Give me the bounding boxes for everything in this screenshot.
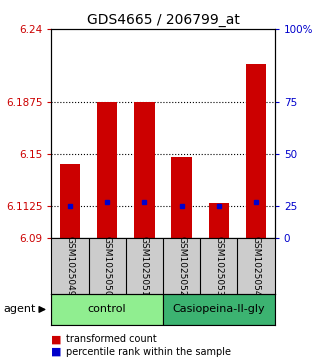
Text: GSM1025049: GSM1025049: [66, 236, 74, 296]
Text: ■: ■: [51, 334, 62, 344]
Bar: [171, 157, 192, 238]
Text: percentile rank within the sample: percentile rank within the sample: [66, 347, 231, 357]
Text: GSM1025052: GSM1025052: [177, 236, 186, 296]
Bar: [60, 164, 80, 238]
Bar: [163, 294, 275, 325]
Bar: [246, 64, 266, 238]
Bar: [134, 102, 155, 238]
Bar: [51, 294, 163, 325]
Text: transformed count: transformed count: [66, 334, 157, 344]
Text: ■: ■: [51, 347, 62, 357]
Text: GSM1025053: GSM1025053: [214, 236, 223, 296]
Text: GSM1025054: GSM1025054: [252, 236, 260, 296]
Text: GSM1025051: GSM1025051: [140, 236, 149, 296]
Text: control: control: [88, 305, 126, 314]
Text: GSM1025050: GSM1025050: [103, 236, 112, 296]
Title: GDS4665 / 206799_at: GDS4665 / 206799_at: [87, 13, 239, 26]
Bar: [97, 102, 118, 238]
Text: Casiopeina-II-gly: Casiopeina-II-gly: [172, 305, 265, 314]
Bar: [209, 203, 229, 238]
Text: agent: agent: [3, 305, 36, 314]
